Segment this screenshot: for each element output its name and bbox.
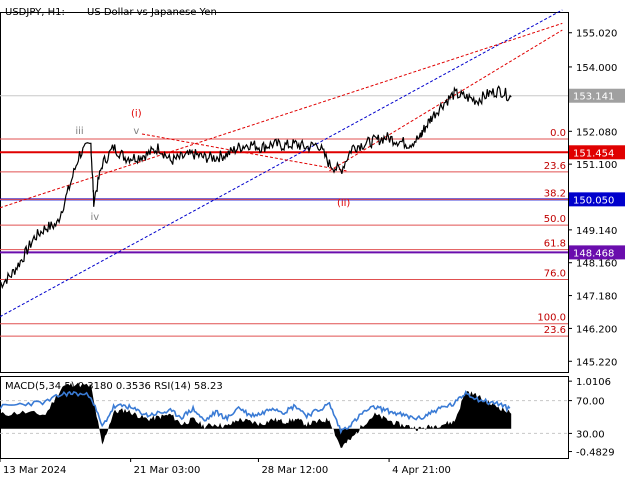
wave-label-3: v	[133, 126, 139, 137]
price-label-box-0	[569, 88, 625, 103]
sub-tick-label-1: 70.00	[576, 397, 605, 408]
y-tick-label-5: 148.160	[576, 259, 617, 270]
price-label-2: 150.050	[573, 195, 614, 206]
price-label-0: 153.141	[573, 92, 614, 103]
wave-label-1: iv	[91, 212, 100, 223]
fib-label-2: 38.2	[544, 188, 566, 199]
fib-label-4: 61.8	[544, 239, 566, 250]
x-tick-label-3: 4 Apr 21:00	[392, 465, 451, 476]
y-tick-label-2: 152.080	[576, 127, 617, 138]
y-tick-label-6: 147.180	[576, 292, 617, 303]
x-tick-label-1: 21 Mar 03:00	[134, 465, 201, 476]
sub-plot-title: MACD(5,34,5) 0.3180 0.3536 RSI(14) 58.23	[5, 381, 223, 392]
y-tick-label-1: 154.000	[576, 63, 617, 74]
main-plot-frame	[0, 12, 569, 373]
wave-label-2: (i)	[131, 109, 142, 120]
fib-label-1: 23.6	[544, 161, 566, 172]
y-tick-label-3: 151.100	[576, 160, 617, 171]
fib-label-7: 23.6	[544, 325, 566, 336]
y-tick-label-0: 155.020	[576, 29, 617, 40]
fib-label-0: 0.0	[550, 128, 566, 139]
y-tick-label-4: 149.140	[576, 226, 617, 237]
sub-tick-label-3: -0.4829	[576, 448, 615, 459]
price-series-line	[0, 85, 512, 290]
price-label-box-1	[569, 145, 625, 160]
price-label-box-2	[569, 192, 625, 207]
fib-label-5: 76.0	[544, 268, 566, 279]
price-label-box-3	[569, 245, 625, 260]
sub-tick-label-0: 1.0106	[576, 377, 611, 388]
wave-label-0: iii	[75, 126, 83, 137]
x-tick-label-2: 28 Mar 12:00	[261, 465, 328, 476]
x-tick-label-0: 13 Mar 2024	[3, 465, 66, 476]
red-upper-channel-line	[0, 22, 563, 209]
wave-label-4: (ii)	[337, 198, 350, 209]
price-label-1: 151.454	[573, 148, 614, 159]
y-tick-label-7: 146.200	[576, 324, 617, 335]
fib-label-6: 100.0	[537, 313, 566, 324]
sub-tick-label-2: 30.00	[576, 429, 605, 440]
fib-label-3: 50.0	[544, 214, 566, 225]
y-tick-label-8: 145.220	[576, 357, 617, 368]
rsi-line	[0, 390, 511, 435]
price-label-3: 148.468	[573, 248, 614, 259]
blue-trend-line	[0, 9, 563, 318]
